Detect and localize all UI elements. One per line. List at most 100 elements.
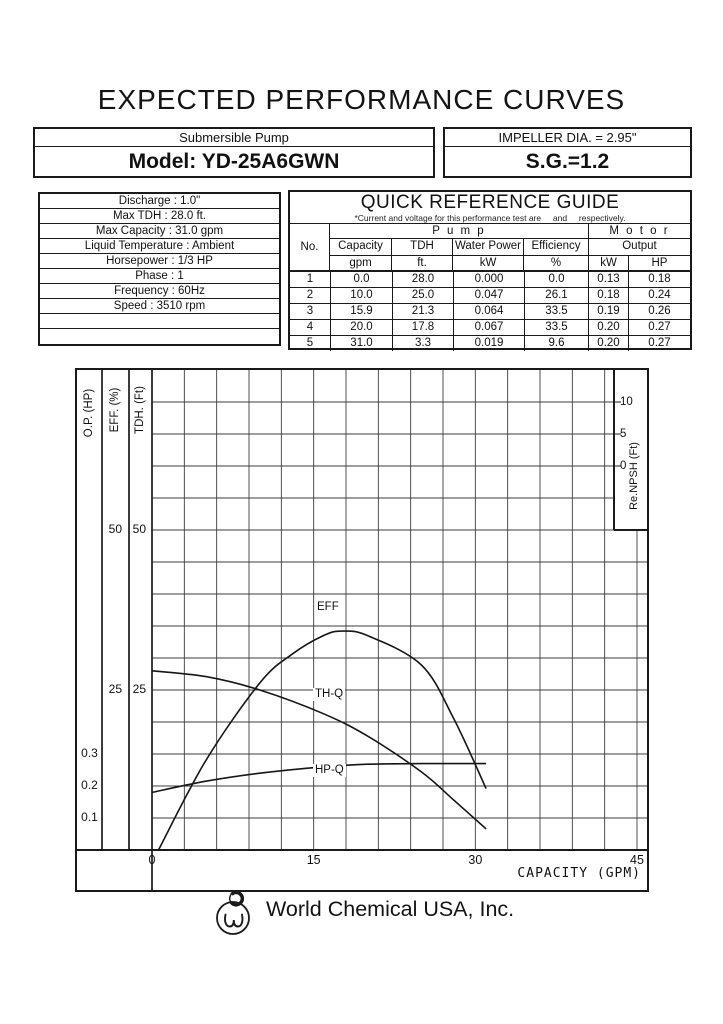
qrg-unit-motor-kw: kW — [589, 256, 629, 270]
cell-tdh: 25.0 — [393, 288, 454, 303]
cell-efficiency: 0.0 — [525, 272, 589, 287]
qrg-pump-units: gpm ft. kW % — [330, 256, 588, 270]
eff-tick-label: 25 — [108, 682, 122, 696]
spec-table: Discharge : 1.0" Max TDH : 28.0 ft. Max … — [38, 192, 281, 346]
cell-motor-hp: 0.26 — [648, 305, 671, 317]
table-row: 5 31.0 3.3 0.019 9.6 0.20 0.27 — [290, 336, 690, 351]
page-title: EXPECTED PERFORMANCE CURVES — [97, 84, 626, 115]
cell-water-power: 0.047 — [454, 288, 525, 303]
curve-label-hp-q: HP-Q — [313, 764, 346, 777]
qrg-col-efficiency: Efficiency — [531, 240, 581, 252]
performance-curves-chart: O.P. (HP) EFF. (%) TDH. (Ft) Re.NPSH (Ft) 0.… — [75, 368, 649, 892]
cell-motor-kw: 0.20 — [589, 320, 629, 335]
qrg-motor-units: kW HP — [589, 256, 690, 270]
cell-tdh: 3.3 — [393, 336, 454, 351]
npsh-axis-title: Re.NPSH (Ft) — [628, 442, 640, 510]
qrg-unit-ft: ft. — [392, 256, 453, 270]
table-row: 1 0.0 28.0 0.000 0.0 0.13 0.18 — [290, 272, 690, 288]
cell-water-power: 0.064 — [454, 304, 525, 319]
cell-tdh: 17.8 — [393, 320, 454, 335]
x-axis-title: CAPACITY (GPM) — [517, 866, 641, 881]
qrg-motor-group: M o t o r Output kW HP — [589, 224, 690, 270]
qrg-header: No. P u m p Capacity TDH Water Power Eff… — [290, 224, 690, 272]
cell-efficiency: 9.6 — [525, 336, 589, 351]
qrg-col-tdh: TDH — [392, 239, 453, 255]
qrg-title-block: QUICK REFERENCE GUIDE *Current and volta… — [290, 192, 690, 224]
cell-capacity: 31.0 — [331, 336, 393, 351]
spec-row-phase: Phase : 1 — [40, 269, 279, 284]
model-box: Submersible Pump Model: YD-25A6GWN — [33, 127, 435, 178]
eff-axis-title: EFF. (%) — [109, 387, 121, 433]
cell-water-power: 0.000 — [454, 272, 525, 287]
qrg-col-capacity: Capacity — [330, 239, 392, 255]
pump-type-label: Submersible Pump — [35, 129, 433, 147]
spec-row-empty-2 — [40, 329, 279, 343]
cell-capacity: 15.9 — [331, 304, 393, 319]
qrg-pump-group: P u m p Capacity TDH Water Power Efficie… — [330, 224, 589, 270]
qrg-unit-motor-hp: HP — [651, 257, 668, 269]
spec-row-frequency: Frequency : 60Hz — [40, 284, 279, 299]
qrg-title: QUICK REFERENCE GUIDE — [360, 192, 620, 213]
op-tick-label: 0.2 — [81, 778, 98, 792]
curve-th-q — [151, 670, 487, 830]
spec-row-speed: Speed : 3510 rpm — [40, 299, 279, 314]
curve-label-eff: EFF — [315, 601, 341, 614]
spec-row-liquid-temp: Liquid Temperature : Ambient — [40, 239, 279, 254]
cell-tdh: 21.3 — [393, 304, 454, 319]
table-row: 4 20.0 17.8 0.067 33.5 0.20 0.27 — [290, 320, 690, 336]
qrg-pump-col-names: Capacity TDH Water Power Efficiency — [330, 239, 588, 256]
row-no: 2 — [290, 288, 331, 303]
qrg-col-water-power: Water Power — [453, 239, 524, 255]
impeller-box: IMPELLER DIA. = 2.95" S.G.=1.2 — [443, 127, 692, 178]
table-row: 2 10.0 25.0 0.047 26.1 0.18 0.24 — [290, 288, 690, 304]
cell-capacity: 0.0 — [331, 272, 393, 287]
op-tick-label: 0.3 — [81, 746, 98, 760]
spec-row-horsepower: Horsepower : 1/3 HP — [40, 254, 279, 269]
qrg-motor-group-label: M o t o r — [589, 224, 690, 239]
table-row: 3 15.9 21.3 0.064 33.5 0.19 0.26 — [290, 304, 690, 320]
spec-row-max-tdh: Max TDH : 28.0 ft. — [40, 209, 279, 224]
op-axis-title: O.P. (HP) — [83, 388, 95, 438]
qrg-unit-gpm: gpm — [330, 256, 392, 270]
cell-motor-hp: 0.24 — [648, 289, 671, 301]
chart-canvas — [77, 370, 647, 890]
x-tick-label: 0 — [148, 853, 156, 867]
cell-motor-hp: 0.27 — [648, 321, 671, 333]
tdh-tick-label: 50 — [132, 522, 146, 536]
curve-label-th-q: TH-Q — [313, 688, 346, 701]
model-label: Model: YD-25A6GWN — [128, 150, 340, 173]
cell-efficiency: 26.1 — [525, 288, 589, 303]
cell-tdh: 28.0 — [393, 272, 454, 287]
footer: World Chemical USA, Inc. — [0, 886, 723, 942]
qrg-grid: No. P u m p Capacity TDH Water Power Eff… — [290, 224, 690, 351]
npsh-box — [614, 370, 647, 530]
x-tick-label: 15 — [306, 853, 321, 867]
spec-row-max-capacity: Max Capacity : 31.0 gpm — [40, 224, 279, 239]
world-chemical-logo-icon — [216, 890, 250, 935]
qrg-motor-col-names: Output — [589, 239, 690, 256]
cell-motor-kw: 0.18 — [589, 288, 629, 303]
cell-capacity: 10.0 — [331, 288, 393, 303]
spec-row-empty-1 — [40, 314, 279, 329]
row-no: 5 — [290, 336, 331, 351]
cell-motor-kw: 0.20 — [589, 336, 629, 351]
npsh-tick-label: 0 — [620, 460, 627, 472]
cell-water-power: 0.019 — [454, 336, 525, 351]
tdh-tick-label: 25 — [132, 682, 146, 696]
impeller-dia-label: IMPELLER DIA. = 2.95" — [445, 129, 690, 147]
op-tick-label: 0.1 — [81, 810, 98, 824]
qrg-pump-group-label: P u m p — [330, 224, 588, 239]
row-no: 1 — [290, 272, 331, 287]
cell-motor-kw: 0.13 — [589, 272, 629, 287]
cell-motor-kw: 0.19 — [589, 304, 629, 319]
npsh-tick-label: 5 — [620, 428, 627, 440]
qrg-col-no: No. — [290, 224, 330, 270]
cell-water-power: 0.067 — [454, 320, 525, 335]
cell-capacity: 20.0 — [331, 320, 393, 335]
qrg-subtitle: *Current and voltage for this performanc… — [354, 213, 626, 223]
tdh-axis-title: TDH. (Ft) — [134, 386, 146, 434]
cell-motor-hp: 0.18 — [648, 273, 671, 285]
spec-row-discharge: Discharge : 1.0" — [40, 194, 279, 209]
specific-gravity-label: S.G.=1.2 — [525, 150, 610, 173]
